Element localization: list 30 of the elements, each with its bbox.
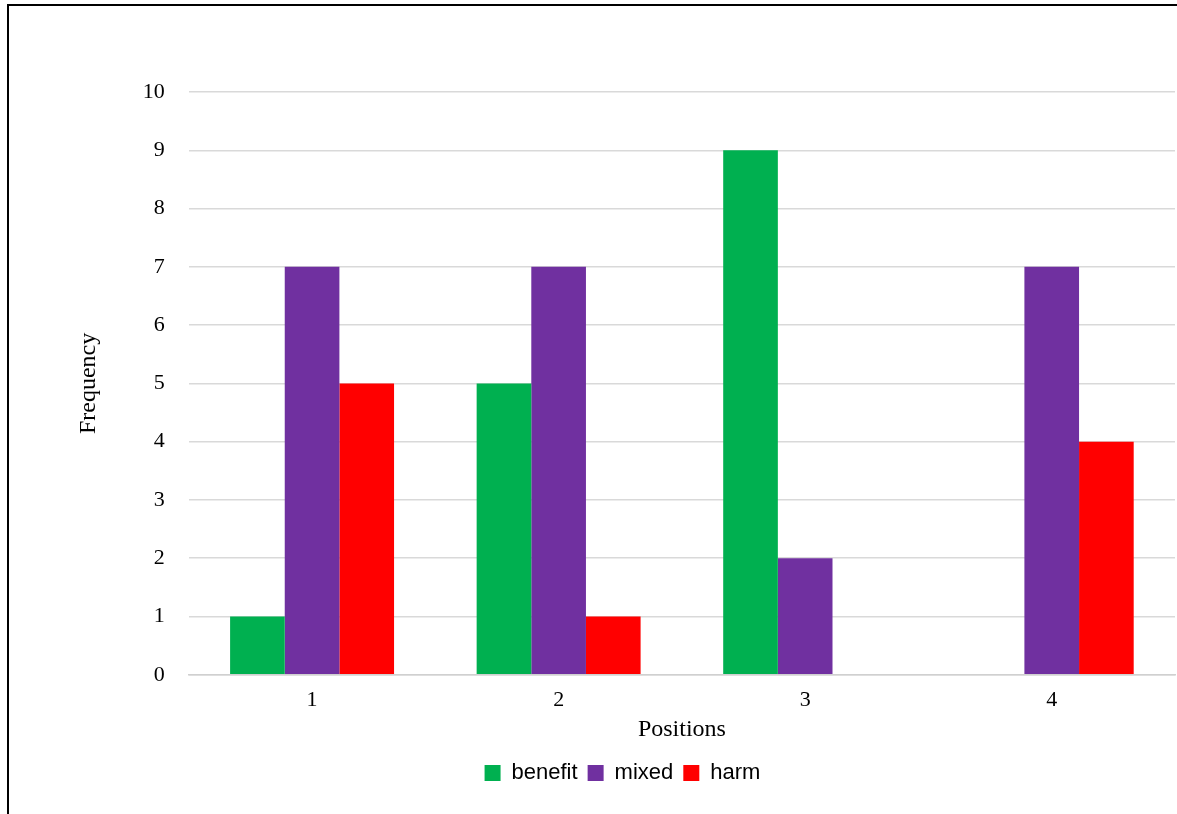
x-tick-label: 2	[553, 685, 565, 711]
bar	[585, 616, 641, 675]
y-tick-label: 9	[153, 136, 165, 162]
legend-label: mixed	[614, 759, 674, 785]
y-tick-label: 7	[153, 252, 165, 278]
x-tick-label: 4	[1046, 685, 1058, 711]
bar	[284, 266, 340, 675]
y-tick-label: 8	[153, 194, 165, 220]
y-axis-title: Frequency	[73, 332, 100, 435]
bar	[476, 383, 532, 675]
bar	[1079, 441, 1134, 675]
bar	[777, 558, 833, 675]
bar	[339, 383, 395, 675]
y-tick-label: 10	[142, 77, 165, 103]
bar	[1024, 266, 1080, 675]
x-tick-label: 1	[306, 685, 318, 711]
x-tick-label: 3	[799, 685, 811, 711]
y-tick-label: 2	[153, 544, 165, 570]
legend-label: benefit	[511, 759, 578, 785]
y-tick-label: 6	[153, 310, 165, 336]
y-tick-label: 5	[153, 369, 165, 395]
bar	[230, 616, 285, 675]
y-tick-label: 4	[153, 427, 165, 453]
y-tick-label: 0	[153, 660, 165, 686]
bar	[723, 150, 778, 675]
legend-label: harm	[710, 759, 761, 785]
x-axis-title: Positions	[637, 714, 726, 741]
y-tick-label: 3	[153, 485, 165, 511]
y-tick-label: 1	[153, 602, 165, 628]
bar	[531, 266, 586, 675]
